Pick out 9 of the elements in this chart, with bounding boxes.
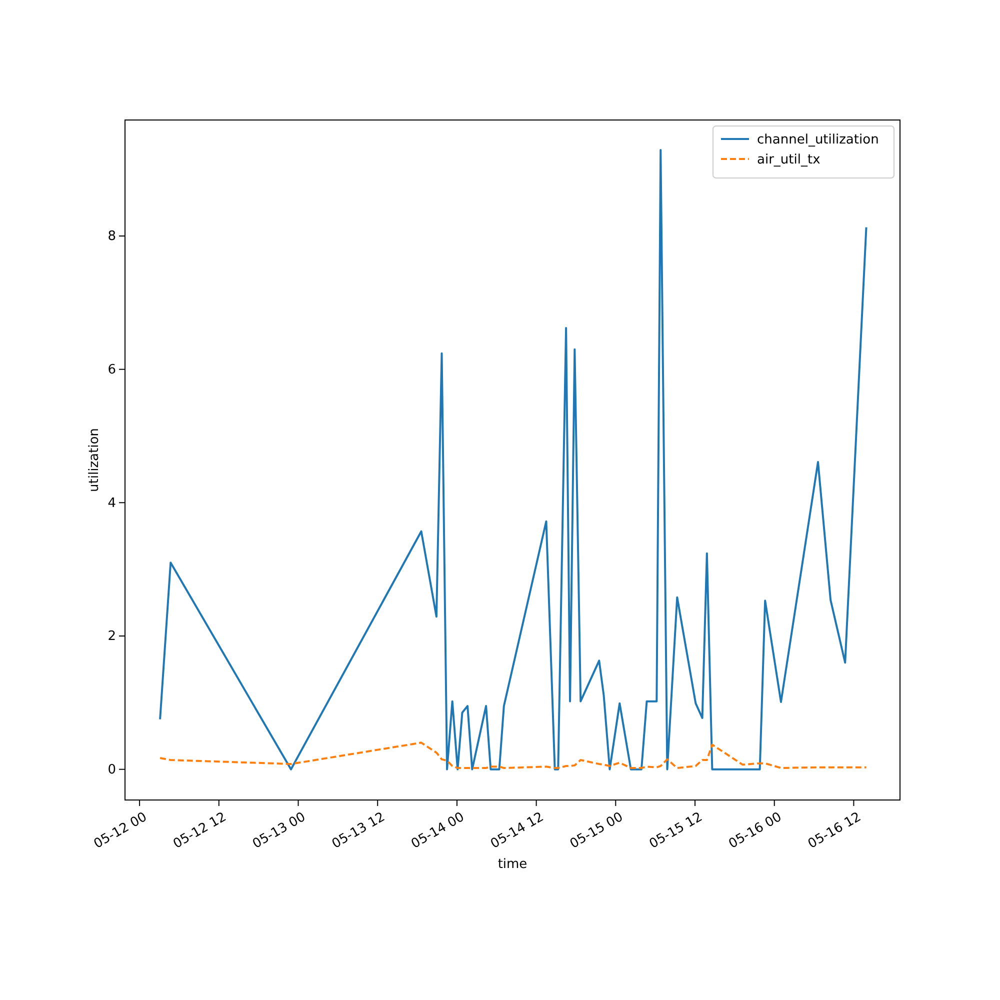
- x-axis-title: time: [498, 857, 528, 872]
- y-tick-label: 8: [108, 229, 116, 244]
- y-axis-title: utilization: [87, 428, 102, 492]
- y-tick-label: 4: [108, 496, 116, 511]
- y-tick-label: 6: [108, 362, 116, 378]
- legend-label: channel_utilization: [757, 132, 879, 148]
- y-tick-label: 2: [108, 629, 116, 644]
- legend-label: air_util_tx: [757, 152, 821, 168]
- y-tick-label: 0: [108, 762, 116, 778]
